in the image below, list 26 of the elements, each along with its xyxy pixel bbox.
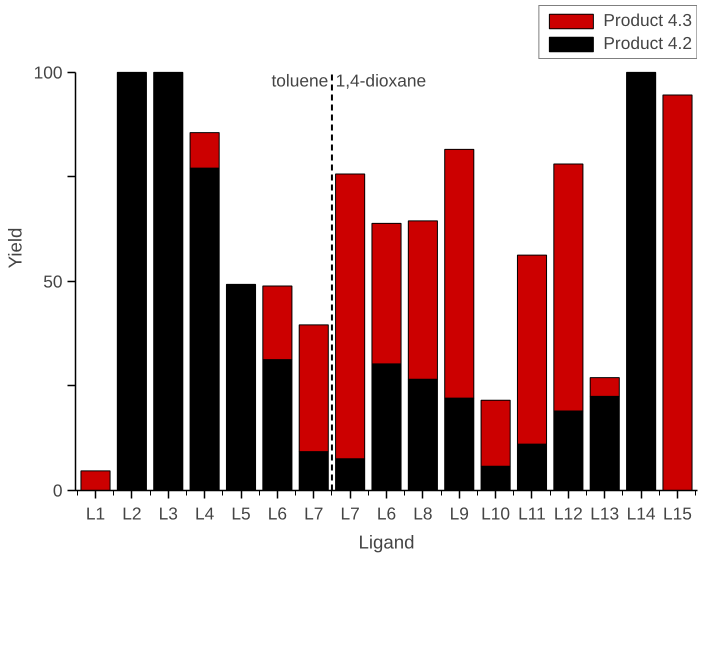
annotation: 1,4-dioxane — [336, 70, 426, 90]
legend-label: Product 4.2 — [603, 33, 692, 54]
annotation: toluene — [271, 70, 328, 90]
x-tick-label: L9 — [450, 504, 469, 524]
legend-label: Product 4.3 — [603, 10, 692, 31]
y-tick-label: 100 — [34, 62, 63, 82]
y-tick-label: 0 — [52, 480, 63, 500]
x-tick-label: L8 — [413, 504, 433, 524]
x-tick-label: L14 — [626, 504, 656, 524]
x-tick-label: L10 — [481, 504, 510, 524]
x-tick-label: L11 — [518, 504, 546, 524]
x-tick-label: L12 — [554, 504, 583, 524]
x-tick-label: L7 — [340, 504, 360, 524]
x-tick-label: L2 — [122, 504, 142, 524]
x-tick-label: L1 — [86, 504, 106, 524]
y-tick-label: 50 — [43, 271, 63, 292]
x-tick-label: L13 — [590, 504, 620, 524]
x-axis-title: Ligand — [358, 532, 415, 552]
x-tick-label: L5 — [231, 504, 251, 524]
y-axis-title: Yield — [4, 228, 26, 268]
x-tick-label: L6 — [268, 504, 288, 524]
x-tick-label: L15 — [663, 504, 692, 524]
x-tick-label: L4 — [194, 504, 215, 524]
x-tick-label: L3 — [158, 504, 178, 524]
x-tick-label: L6 — [376, 504, 396, 524]
x-tick-label: L7 — [304, 504, 324, 524]
